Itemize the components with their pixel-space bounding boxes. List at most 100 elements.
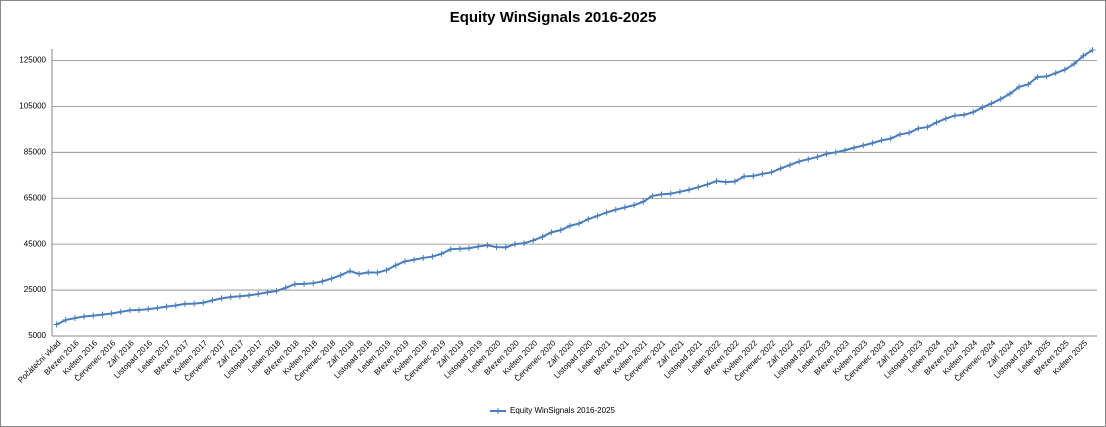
point-marker	[1061, 66, 1068, 73]
point-marker	[401, 258, 408, 265]
point-marker	[319, 278, 326, 285]
point-marker	[1043, 73, 1050, 80]
point-marker	[438, 250, 445, 257]
point-marker	[860, 142, 867, 149]
point-marker	[759, 170, 766, 177]
point-marker	[686, 186, 693, 193]
point-marker	[429, 253, 436, 260]
point-marker	[374, 269, 381, 276]
point-marker	[979, 104, 986, 111]
point-marker	[612, 206, 619, 213]
point-marker	[915, 125, 922, 132]
point-marker	[823, 150, 830, 157]
point-marker	[1006, 90, 1013, 97]
point-marker	[640, 198, 647, 205]
point-marker	[796, 158, 803, 165]
point-marker	[466, 245, 473, 252]
point-marker	[970, 109, 977, 116]
point-marker	[392, 262, 399, 269]
point-marker	[383, 267, 390, 274]
point-marker	[988, 100, 995, 107]
point-marker	[71, 315, 78, 322]
point-marker	[136, 307, 143, 314]
point-marker	[997, 96, 1004, 103]
point-marker	[768, 169, 775, 176]
point-marker	[291, 281, 298, 288]
point-marker	[456, 245, 463, 252]
point-marker	[145, 306, 152, 313]
point-marker	[1034, 74, 1041, 81]
point-marker	[1080, 52, 1087, 59]
point-marker	[731, 178, 738, 185]
point-marker	[447, 246, 454, 253]
y-tick-label: 85000	[24, 147, 47, 156]
point-marker	[246, 292, 253, 299]
point-marker	[951, 112, 958, 119]
chart-title: Equity WinSignals 2016-2025	[450, 9, 657, 26]
point-marker	[264, 289, 271, 296]
point-marker	[521, 240, 528, 247]
point-marker	[832, 149, 839, 156]
point-marker	[227, 293, 234, 300]
point-marker	[786, 161, 793, 168]
point-marker	[658, 191, 665, 198]
point-marker	[154, 304, 161, 311]
point-marker	[805, 156, 812, 163]
point-marker	[594, 212, 601, 219]
point-marker	[420, 254, 427, 261]
point-marker	[346, 268, 353, 275]
y-tick-label: 125000	[19, 56, 46, 65]
point-marker	[777, 165, 784, 172]
point-marker	[631, 202, 638, 209]
point-marker	[493, 244, 500, 251]
point-marker	[411, 256, 418, 263]
point-marker	[961, 111, 968, 118]
point-marker	[99, 311, 106, 318]
point-marker	[676, 188, 683, 195]
point-marker	[667, 190, 674, 197]
point-marker	[750, 172, 757, 179]
point-marker	[163, 303, 170, 310]
point-marker	[191, 300, 198, 307]
point-marker	[328, 275, 335, 282]
point-marker	[814, 153, 821, 160]
y-tick-label: 45000	[24, 239, 47, 248]
point-marker	[236, 293, 243, 300]
point-marker	[1071, 60, 1078, 67]
point-marker	[200, 299, 207, 306]
point-marker	[906, 129, 913, 136]
point-marker	[365, 269, 372, 276]
point-marker	[511, 241, 518, 248]
point-marker	[81, 313, 88, 320]
point-marker	[585, 216, 592, 223]
point-marker	[502, 244, 509, 251]
point-marker	[603, 209, 610, 216]
point-marker	[933, 119, 940, 126]
point-marker	[649, 192, 656, 199]
point-marker	[337, 272, 344, 279]
point-marker	[548, 229, 555, 236]
point-marker	[942, 115, 949, 122]
point-marker	[301, 280, 308, 287]
point-marker	[181, 300, 188, 307]
legend-marker	[495, 408, 501, 414]
point-marker	[576, 220, 583, 227]
point-marker	[878, 137, 885, 144]
point-marker	[209, 297, 216, 304]
point-marker	[1089, 47, 1096, 54]
point-marker	[310, 280, 317, 287]
legend-label: Equity WinSignals 2016-2025	[510, 406, 616, 415]
point-marker	[484, 242, 491, 249]
point-marker	[117, 308, 124, 315]
point-marker	[722, 179, 729, 186]
point-marker	[1016, 83, 1023, 90]
point-marker	[255, 290, 262, 297]
y-tick-label: 5000	[28, 331, 46, 340]
point-marker	[475, 243, 482, 250]
point-marker	[1052, 70, 1059, 77]
y-tick-label: 25000	[24, 285, 47, 294]
point-marker	[869, 140, 876, 147]
point-marker	[282, 284, 289, 291]
